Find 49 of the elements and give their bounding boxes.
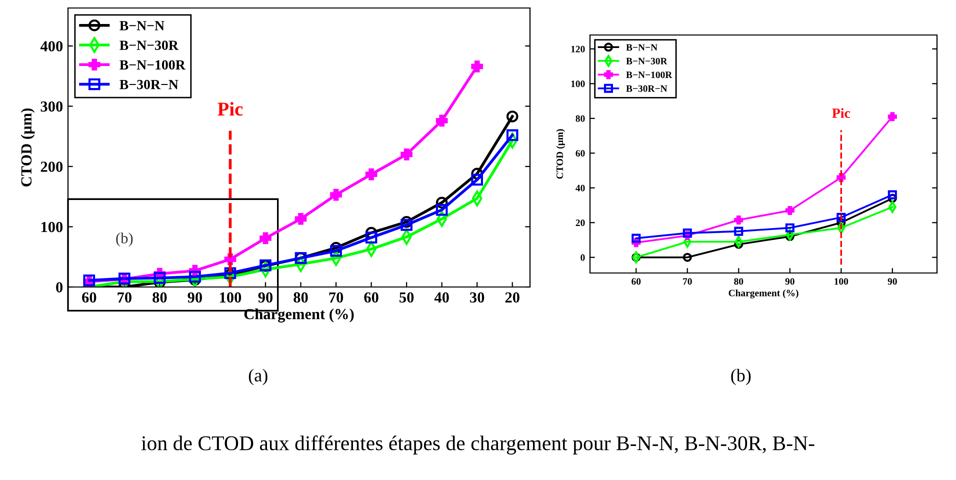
text: (a) xyxy=(248,368,268,386)
y-tick-label: 60 xyxy=(576,150,585,157)
y-tick-label: 20 xyxy=(576,220,585,226)
x-tick-label: 90 xyxy=(188,292,202,303)
x-tick-label: 90 xyxy=(258,292,273,303)
x-tick-label: 50 xyxy=(400,292,414,303)
y-axis-title: CTOD (µm) xyxy=(556,129,565,179)
y-tick-label: 300 xyxy=(40,101,63,112)
y-tick-label: 100 xyxy=(571,80,585,88)
annotation: (b) xyxy=(116,232,133,246)
x-tick-label: 90 xyxy=(785,278,794,285)
x-tick-label: 70 xyxy=(118,292,132,303)
x-tick-label: 80 xyxy=(152,292,167,303)
text: (b) xyxy=(731,368,751,386)
ref-line-label: Pic xyxy=(832,108,850,118)
y-tick-label: 120 xyxy=(571,46,585,52)
x-tick-label: 60 xyxy=(82,292,96,303)
x-tick-label: 80 xyxy=(294,292,308,303)
x-tick-label: 40 xyxy=(434,292,449,303)
legend-label: B−N−N xyxy=(120,21,164,30)
legend-label: B−N−30R xyxy=(626,58,668,64)
legend-label: B−30R−N xyxy=(120,80,178,90)
x-tick-label: 70 xyxy=(683,278,692,285)
x-axis-title: Chargement (%) xyxy=(244,308,354,322)
x-tick-label: 80 xyxy=(734,278,744,285)
y-tick-label: 400 xyxy=(40,41,63,52)
y-tick-label: 200 xyxy=(40,162,63,172)
x-axis-title: Chargement (%) xyxy=(728,289,798,298)
x-tick-label: 100 xyxy=(220,292,242,303)
x-tick-label: 60 xyxy=(364,292,378,303)
x-tick-label: 100 xyxy=(834,278,848,285)
ref-line-label: Pic xyxy=(218,102,243,116)
legend-label: B−N−100R xyxy=(626,72,672,78)
x-tick-label: 30 xyxy=(470,292,484,303)
x-tick-label: 90 xyxy=(888,278,897,285)
x-tick-label: 70 xyxy=(329,292,344,303)
text: ion de CTOD aux différentes étapes de chargement pour B-N-N, B-N-30R, B-N- xyxy=(141,435,814,455)
x-tick-label: 60 xyxy=(632,278,641,285)
legend-label: B−N−30R xyxy=(120,40,179,50)
x-tick-label: 20 xyxy=(505,292,520,303)
y-tick-label: 100 xyxy=(41,222,63,232)
legend-label: B−30R−N xyxy=(626,85,668,92)
y-axis-title: CTOD (µm) xyxy=(20,108,35,186)
y-tick-label: 0 xyxy=(580,254,585,261)
y-tick-label: 40 xyxy=(576,184,585,192)
y-tick-label: 0 xyxy=(56,282,63,292)
y-tick-label: 80 xyxy=(576,115,585,122)
legend-label: B−N−N xyxy=(626,44,658,51)
legend-label: B−N−100R xyxy=(120,60,186,70)
